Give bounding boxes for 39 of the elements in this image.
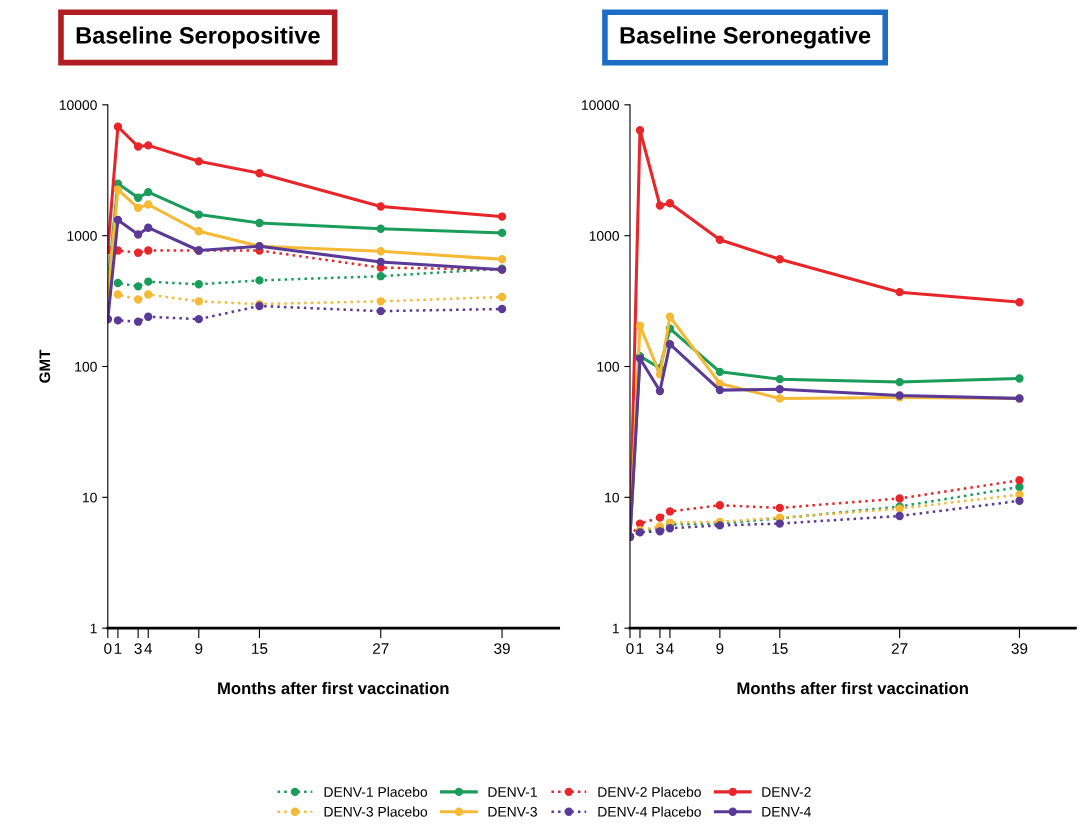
x-tick-label: 39 (494, 643, 510, 654)
x-tick-label: 9 (716, 643, 724, 654)
x-tick-label: 15 (772, 643, 788, 654)
x-tick-label: 0 (104, 643, 112, 654)
x-tick-label: 27 (891, 643, 908, 654)
x-tick-label: 4 (666, 643, 674, 654)
y-tick-label: 1 (90, 623, 97, 634)
x-tick-label: 9 (195, 643, 203, 654)
legend-label: DENV-4 (762, 807, 811, 817)
y-tick-label: 1 (612, 623, 619, 634)
y-tick-label: 1000 (67, 231, 97, 241)
x-tick-label: 3 (134, 643, 142, 654)
legend-label: DENV-2 Placebo (598, 786, 701, 797)
y-tick-label: 100 (75, 361, 97, 372)
x-tick-label: 27 (373, 643, 389, 654)
chart-title: Baseline Seropositive (76, 26, 320, 49)
legend-label: DENV-1 (488, 787, 537, 797)
x-axis-title: Months after first vaccination (737, 681, 968, 695)
x-tick-label: 15 (252, 643, 268, 654)
y-tick-label: 10 (605, 492, 620, 503)
legend-label: DENV-3 (488, 806, 537, 817)
chart-title: Baseline Seronegative (620, 26, 871, 49)
x-axis-title: Months after first vaccination (218, 681, 449, 695)
y-tick-label: 10000 (59, 100, 97, 110)
y-tick-label: 10000 (582, 100, 620, 110)
x-tick-label: 39 (1011, 643, 1028, 654)
y-tick-label: 100 (597, 361, 620, 372)
x-tick-label: 4 (144, 643, 153, 654)
y-tick-label: 10 (83, 492, 97, 503)
y-tick-label: 1000 (589, 231, 620, 241)
x-tick-label: 0 (626, 643, 634, 654)
legend-label: DENV-3 Placebo (324, 806, 428, 817)
legend-label: DENV-2 (762, 787, 811, 797)
y-axis-title: GMT (39, 349, 51, 383)
x-tick-label: 1 (636, 643, 644, 654)
legend-label: DENV-1 Placebo (324, 786, 428, 797)
x-tick-label: 3 (656, 643, 664, 654)
legend-label: DENV-4 Placebo (598, 806, 701, 817)
x-tick-label: 1 (114, 643, 122, 654)
